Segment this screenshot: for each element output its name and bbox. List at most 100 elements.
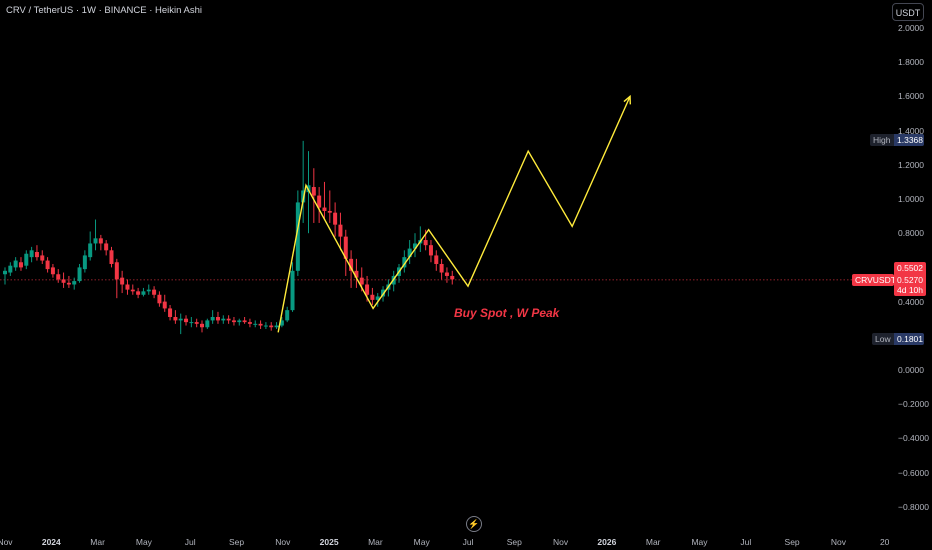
candle-body-55 [295,202,300,271]
candle-body-5 [29,250,34,258]
candle-body-75 [402,257,407,268]
candle-body-31 [168,308,173,317]
x-tick-label: May [691,537,708,547]
candle-body-40 [215,316,220,321]
chart-title[interactable]: CRV / TetherUS · 1W · BINANCE · Heikin A… [6,5,203,16]
last-price-tag: 0.5502 [894,262,926,274]
candle-body-59 [317,195,322,208]
candle-body-83 [444,272,449,276]
y-tick-label: 0.8000 [898,228,924,239]
projection-arrow-head [623,94,631,105]
candle-body-9 [50,267,55,275]
candle-body-67 [359,277,364,285]
candle-body-62 [333,212,338,225]
candle-body-18 [98,238,103,244]
x-tick-label: Sep [784,537,800,547]
x-tick-label: Jul [462,537,474,547]
candle-body-81 [434,255,439,264]
x-tick-label: Mar [90,537,105,547]
candle-body-14 [77,267,82,282]
candle-body-49 [263,325,268,327]
y-tick-label: 1.4000 [898,125,924,136]
candle-body-29 [157,294,162,304]
candle-body-23 [125,284,130,290]
candle-body-41 [221,318,226,321]
candle-body-28 [152,289,157,295]
candle-body-53 [285,310,290,321]
candle-body-68 [365,284,370,295]
lightning-icon[interactable]: ⚡ [466,516,482,532]
candle-body-45 [242,320,247,323]
high-value: 1.3368 [894,134,924,146]
candle-body-20 [109,250,114,264]
candle-body-25 [136,291,141,295]
x-tick-label: Mar [645,537,661,547]
candle-body-82 [439,263,444,273]
countdown-tag: 4d 10h [894,284,926,296]
candle-body-26 [141,291,146,295]
x-tick-label: 2024 [41,537,61,547]
y-tick-label: 1.0000 [898,194,924,204]
candle-body-71 [381,289,386,297]
candle-body-39 [210,316,215,321]
candle-body-61 [327,210,332,213]
candle-body-6 [34,252,39,258]
x-tick-label: 20 [879,537,890,547]
candle-body-38 [205,320,210,328]
candle-body-17 [93,238,98,244]
x-tick-label: Nov [275,537,291,547]
candle-body-16 [88,243,93,258]
candle-body-60 [322,207,327,211]
y-tick-label: 1.8000 [898,57,924,68]
candle-body-8 [45,260,50,270]
candle-body-0 [3,270,7,275]
candle-body-1 [8,265,13,273]
x-tick-label: Jul [740,537,752,547]
candle-body-32 [173,316,178,321]
x-tick-label: Nov [830,537,846,547]
x-tick-label: Nov [553,537,569,547]
x-tick-label: Mar [368,537,383,547]
candle-body-58 [311,187,316,196]
candle-body-2 [13,260,18,268]
low-label: Low [872,333,894,345]
y-tick-label: 1.6000 [898,91,924,102]
y-tick-label: −0.4000 [898,433,929,444]
candle-body-48 [258,323,263,326]
candle-body-36 [194,322,199,324]
annotation-text[interactable]: Buy Spot , W Peak [454,306,560,320]
candle-body-10 [56,274,61,280]
y-tick-label: 2.0000 [898,23,924,33]
x-tick-label: 2026 [597,537,617,547]
candle-body-27 [146,289,151,292]
candle-body-22 [120,277,125,285]
candle-body-3 [18,262,23,268]
candle-body-24 [130,289,135,292]
candle-body-13 [72,281,77,285]
candle-body-64 [343,236,348,259]
candle-body-11 [61,279,66,283]
candle-body-19 [104,243,109,251]
candle-body-79 [423,240,428,246]
candle-body-4 [24,253,29,266]
x-tick-label: Nov [0,537,13,547]
candle-body-30 [162,301,167,309]
candle-body-34 [184,318,189,323]
candle-body-84 [450,275,455,280]
candle-body-46 [247,322,252,324]
x-tick-label: Sep [506,537,522,547]
candle-body-43 [231,320,236,323]
low-value: 0.1801 [894,333,924,345]
projection-path [277,96,631,333]
y-tick-label: 1.2000 [898,159,924,170]
candle-body-63 [338,224,343,237]
candle-body-33 [178,318,183,321]
y-tick-label: −0.8000 [898,501,929,512]
candle-body-65 [349,258,354,271]
candle-body-21 [114,262,119,280]
candle-body-35 [189,322,194,324]
x-tick-label: Sep [228,537,245,547]
currency-button[interactable]: USDT [892,3,924,21]
symbol-tag: CRVUSDT [852,274,896,286]
